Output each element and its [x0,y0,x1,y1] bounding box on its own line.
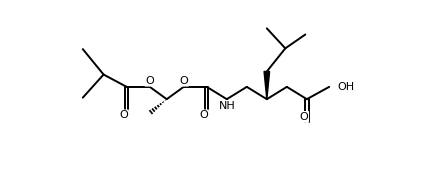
Text: O: O [300,112,308,122]
Polygon shape [264,71,270,99]
Text: O: O [145,76,154,86]
Text: O: O [199,110,208,120]
Text: OH: OH [337,82,354,92]
Text: O: O [119,110,128,120]
Text: NH: NH [219,101,235,111]
Text: O: O [179,76,188,86]
